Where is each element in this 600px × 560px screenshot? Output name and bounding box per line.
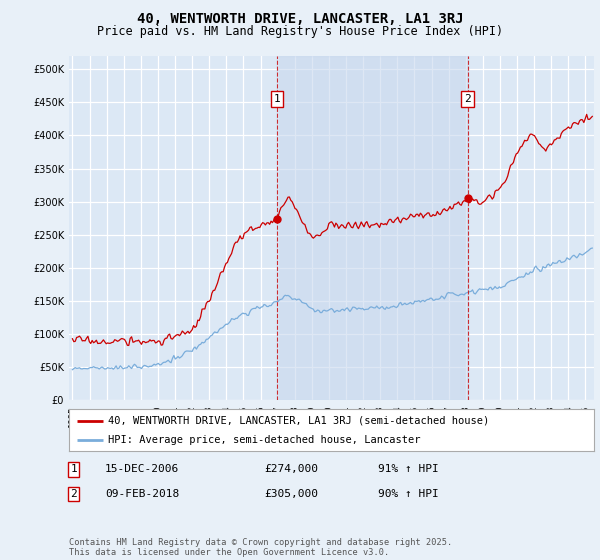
Text: 1: 1 bbox=[70, 464, 77, 474]
Text: 1: 1 bbox=[274, 94, 280, 104]
Text: Price paid vs. HM Land Registry's House Price Index (HPI): Price paid vs. HM Land Registry's House … bbox=[97, 25, 503, 38]
Text: HPI: Average price, semi-detached house, Lancaster: HPI: Average price, semi-detached house,… bbox=[109, 435, 421, 445]
Text: £274,000: £274,000 bbox=[264, 464, 318, 474]
Text: 2: 2 bbox=[70, 489, 77, 499]
Text: 09-FEB-2018: 09-FEB-2018 bbox=[105, 489, 179, 499]
Text: 15-DEC-2006: 15-DEC-2006 bbox=[105, 464, 179, 474]
Text: 40, WENTWORTH DRIVE, LANCASTER, LA1 3RJ (semi-detached house): 40, WENTWORTH DRIVE, LANCASTER, LA1 3RJ … bbox=[109, 416, 490, 426]
Bar bbox=[277, 56, 467, 400]
Text: 91% ↑ HPI: 91% ↑ HPI bbox=[378, 464, 439, 474]
Text: £305,000: £305,000 bbox=[264, 489, 318, 499]
Text: 90% ↑ HPI: 90% ↑ HPI bbox=[378, 489, 439, 499]
Text: 40, WENTWORTH DRIVE, LANCASTER, LA1 3RJ: 40, WENTWORTH DRIVE, LANCASTER, LA1 3RJ bbox=[137, 12, 463, 26]
Text: Contains HM Land Registry data © Crown copyright and database right 2025.
This d: Contains HM Land Registry data © Crown c… bbox=[69, 538, 452, 557]
Text: 2: 2 bbox=[464, 94, 471, 104]
